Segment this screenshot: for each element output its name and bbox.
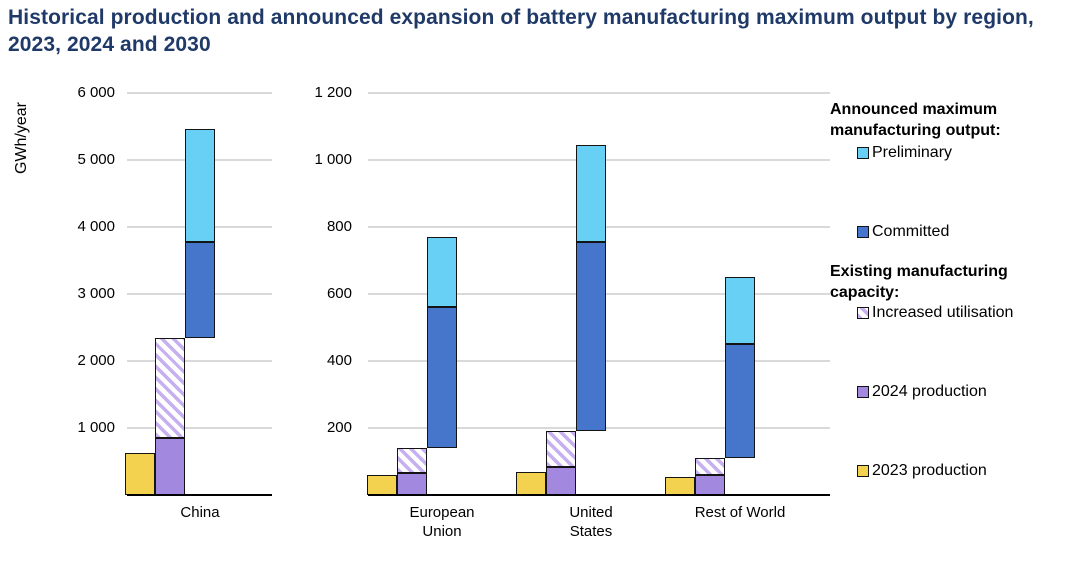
legend-label-2024-production: 2024 production xyxy=(872,383,987,400)
bar-european-union-2023-production xyxy=(367,474,397,495)
bar-rest-of-world-increased-utilisation xyxy=(695,458,725,475)
gridline xyxy=(127,427,272,429)
bar-united-states-increased-utilisation xyxy=(546,431,576,467)
x-axis-line xyxy=(127,494,272,496)
committed-swatch-icon xyxy=(857,226,869,238)
y-tick-label: 1 200 xyxy=(314,84,352,101)
y-tick-label: 4 000 xyxy=(77,218,115,235)
bar-united-states-2023-production xyxy=(516,471,546,495)
y-tick-label: 3 000 xyxy=(77,285,115,302)
bar-european-union-2024-production xyxy=(397,473,427,495)
legend-item-2024-production: 2024 production xyxy=(857,383,987,401)
production-2023-swatch-icon xyxy=(857,465,869,477)
x-axis-line xyxy=(368,494,830,496)
y-tick-label: 200 xyxy=(326,419,352,436)
x-axis-label-china: China xyxy=(180,504,220,521)
y-tick-label: 6 000 xyxy=(77,84,115,101)
bar-china-committed xyxy=(185,241,215,338)
bar-united-states-2024-production xyxy=(546,466,576,495)
legend-item-committed: Committed xyxy=(857,223,949,241)
x-axis-label-united-states: United States xyxy=(569,504,613,540)
bar-china-increased-utilisation xyxy=(155,337,185,439)
legend-label-committed: Committed xyxy=(872,223,950,240)
y-tick-label: 400 xyxy=(326,352,352,369)
bar-united-states-preliminary xyxy=(576,144,606,243)
x-axis-label-european-union: European Union xyxy=(409,504,475,540)
bar-rest-of-world-2024-production xyxy=(695,474,725,495)
y-tick-label: 1 000 xyxy=(314,151,352,168)
chart-title: Historical production and announced expa… xyxy=(8,6,1034,56)
gridline xyxy=(127,360,272,362)
legend-header-existing: Existing manufacturing capacity: xyxy=(830,263,1008,301)
preliminary-swatch-icon xyxy=(857,147,869,159)
bar-european-union-committed xyxy=(427,307,457,449)
legend-header-announced: Announced maximum manufacturing output: xyxy=(830,101,1001,139)
legend-label-2023-production: 2023 production xyxy=(872,462,987,479)
bar-china-preliminary xyxy=(185,128,215,242)
legend-item-preliminary: Preliminary xyxy=(857,144,952,162)
gridline xyxy=(127,92,272,94)
production-2024-swatch-icon xyxy=(857,386,869,398)
y-tick-label: 800 xyxy=(326,218,352,235)
y-tick-label: 2 000 xyxy=(77,352,115,369)
bar-united-states-committed xyxy=(576,242,606,432)
y-tick-label: 1 000 xyxy=(77,419,115,436)
legend-item-2023-production: 2023 production xyxy=(857,462,987,480)
bar-european-union-increased-utilisation xyxy=(397,448,427,474)
bar-china-2024-production xyxy=(155,438,185,495)
gridline xyxy=(368,92,830,94)
x-axis-label-rest-of-world: Rest of World xyxy=(694,504,786,521)
legend-label-increased-utilisation: Increased utilisation xyxy=(872,304,1014,321)
y-tick-label: 600 xyxy=(326,285,352,302)
y-axis-label: GWh/year xyxy=(13,102,30,175)
bar-rest-of-world-preliminary xyxy=(725,277,755,345)
bar-rest-of-world-committed xyxy=(725,344,755,459)
bar-rest-of-world-2023-production xyxy=(665,476,695,495)
increased-utilisation-swatch-icon xyxy=(857,307,869,319)
y-tick-label: 5 000 xyxy=(77,151,115,168)
bar-european-union-preliminary xyxy=(427,237,457,308)
legend-label-preliminary: Preliminary xyxy=(872,144,953,161)
legend-item-increased-utilisation: Increased utilisation xyxy=(857,304,1013,322)
bar-china-2023-production xyxy=(125,453,155,495)
